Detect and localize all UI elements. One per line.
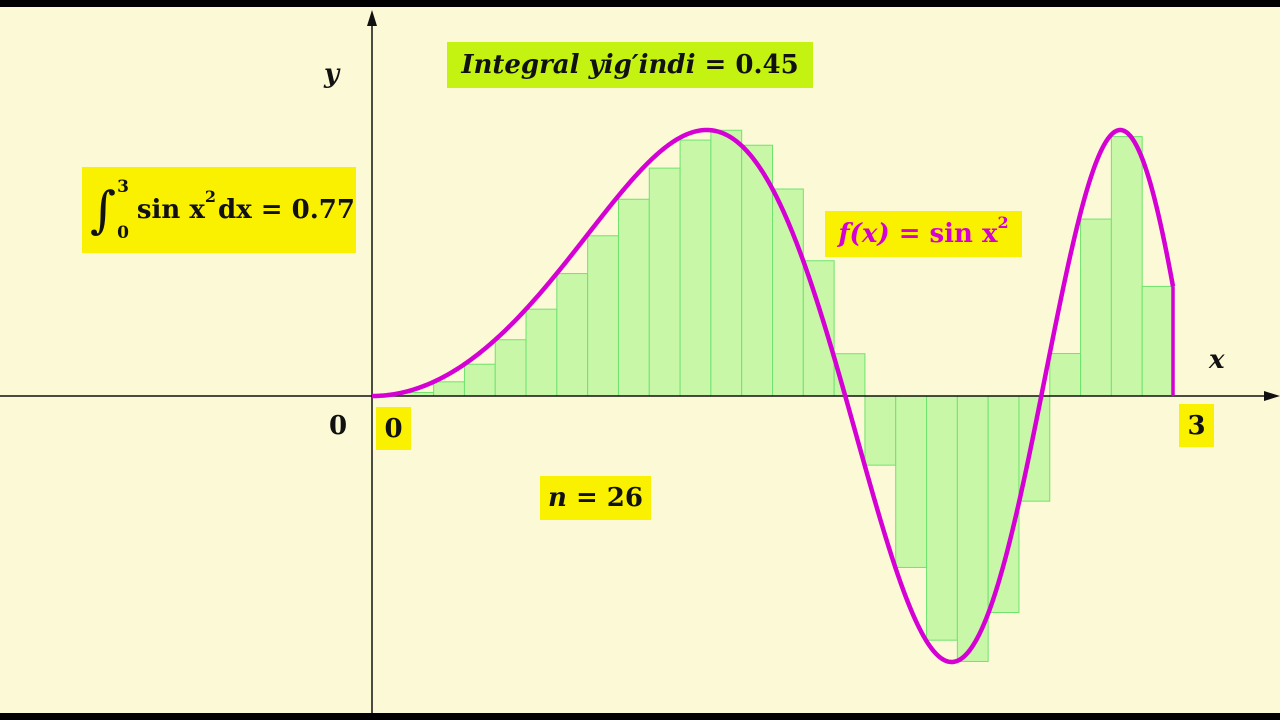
x-start-text: 0 (384, 413, 403, 444)
riemann-bar (648, 167, 681, 397)
integral-upper-limit: 3 (117, 177, 129, 197)
riemann-bar (617, 198, 650, 397)
x-end-label: 3 (1179, 404, 1214, 447)
riemann-bar (895, 395, 928, 568)
riemann-bar (494, 339, 527, 397)
x-end-text: 3 (1187, 410, 1206, 441)
function-lhs: f(x) (838, 219, 890, 249)
plot-svg (0, 10, 1280, 713)
riemann-bar (956, 395, 989, 662)
riemann-bar (741, 144, 773, 397)
riemann-bar (433, 381, 465, 397)
origin-label: 0 (329, 411, 348, 441)
riemann-bar (587, 235, 619, 397)
riemann-bar (525, 308, 558, 397)
riemann-bar (864, 395, 897, 466)
y-axis-arrow (367, 10, 377, 26)
n-box: n = 26 (540, 476, 651, 520)
function-power: 2 (997, 213, 1009, 232)
function-rhs: = sin x (898, 219, 998, 249)
integral-tail: dx = 0.77 (218, 195, 355, 225)
n-symbol: n (548, 483, 567, 513)
riemann-bar (987, 395, 1020, 614)
x-axis-arrow (1264, 391, 1280, 401)
riemann-bar (463, 363, 496, 397)
riemann-sum-value: = 0.45 (704, 50, 799, 80)
integral-body: sin x (136, 195, 205, 225)
n-value: = 26 (575, 483, 643, 513)
y-axis-label: y (324, 59, 340, 89)
riemann-bar (679, 139, 712, 397)
function-curve (371, 127, 1176, 665)
x-start-label: 0 (376, 407, 411, 450)
integral-box: ∫ 3 0 sin x 2 dx = 0.77 (82, 167, 356, 253)
integral-sign: ∫ (90, 181, 117, 239)
plot-canvas: y x 0 0 3 Integral yig′indi = 0.45 ∫ 3 0… (0, 7, 1280, 713)
riemann-bar (1049, 353, 1082, 397)
riemann-bar (926, 395, 958, 641)
riemann-bar (556, 273, 589, 397)
riemann-bar (802, 260, 835, 397)
integral-lower-limit: 0 (117, 223, 129, 243)
riemann-bar (1080, 218, 1112, 397)
riemann-sum-box: Integral yig′indi = 0.45 (447, 42, 813, 88)
riemann-sum-text: Integral yig′indi (461, 50, 696, 80)
integral-power: 2 (204, 187, 217, 206)
riemann-bar (1110, 136, 1143, 397)
x-axis-label: x (1209, 345, 1225, 375)
riemann-bar (1141, 285, 1174, 397)
riemann-bar (710, 129, 743, 397)
